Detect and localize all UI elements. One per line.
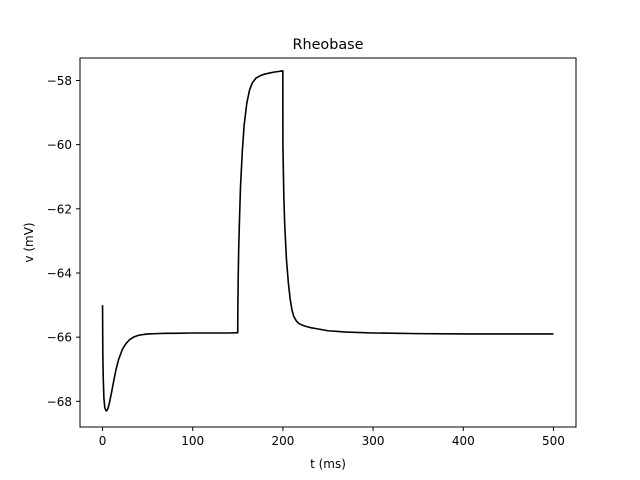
x-tick-label: 400 xyxy=(452,434,475,448)
x-axis-label: t (ms) xyxy=(310,457,346,471)
plot-area-frame xyxy=(79,57,577,428)
y-tick-label: −62 xyxy=(47,202,72,216)
y-tick-label: −68 xyxy=(47,395,72,409)
y-tick-label: −66 xyxy=(47,331,72,345)
x-tick-label: 300 xyxy=(362,434,385,448)
x-tick-label: 500 xyxy=(542,434,565,448)
x-tick-label: 0 xyxy=(99,434,107,448)
y-tick-label: −58 xyxy=(47,74,72,88)
y-tick-label: −64 xyxy=(47,266,72,280)
y-axis-label: v (mV) xyxy=(22,222,36,262)
chart-title: Rheobase xyxy=(292,37,363,53)
y-tick-label: −60 xyxy=(47,138,72,152)
series-line-0 xyxy=(101,70,554,412)
x-tick-label: 100 xyxy=(181,434,204,448)
x-tick-label: 200 xyxy=(271,434,294,448)
